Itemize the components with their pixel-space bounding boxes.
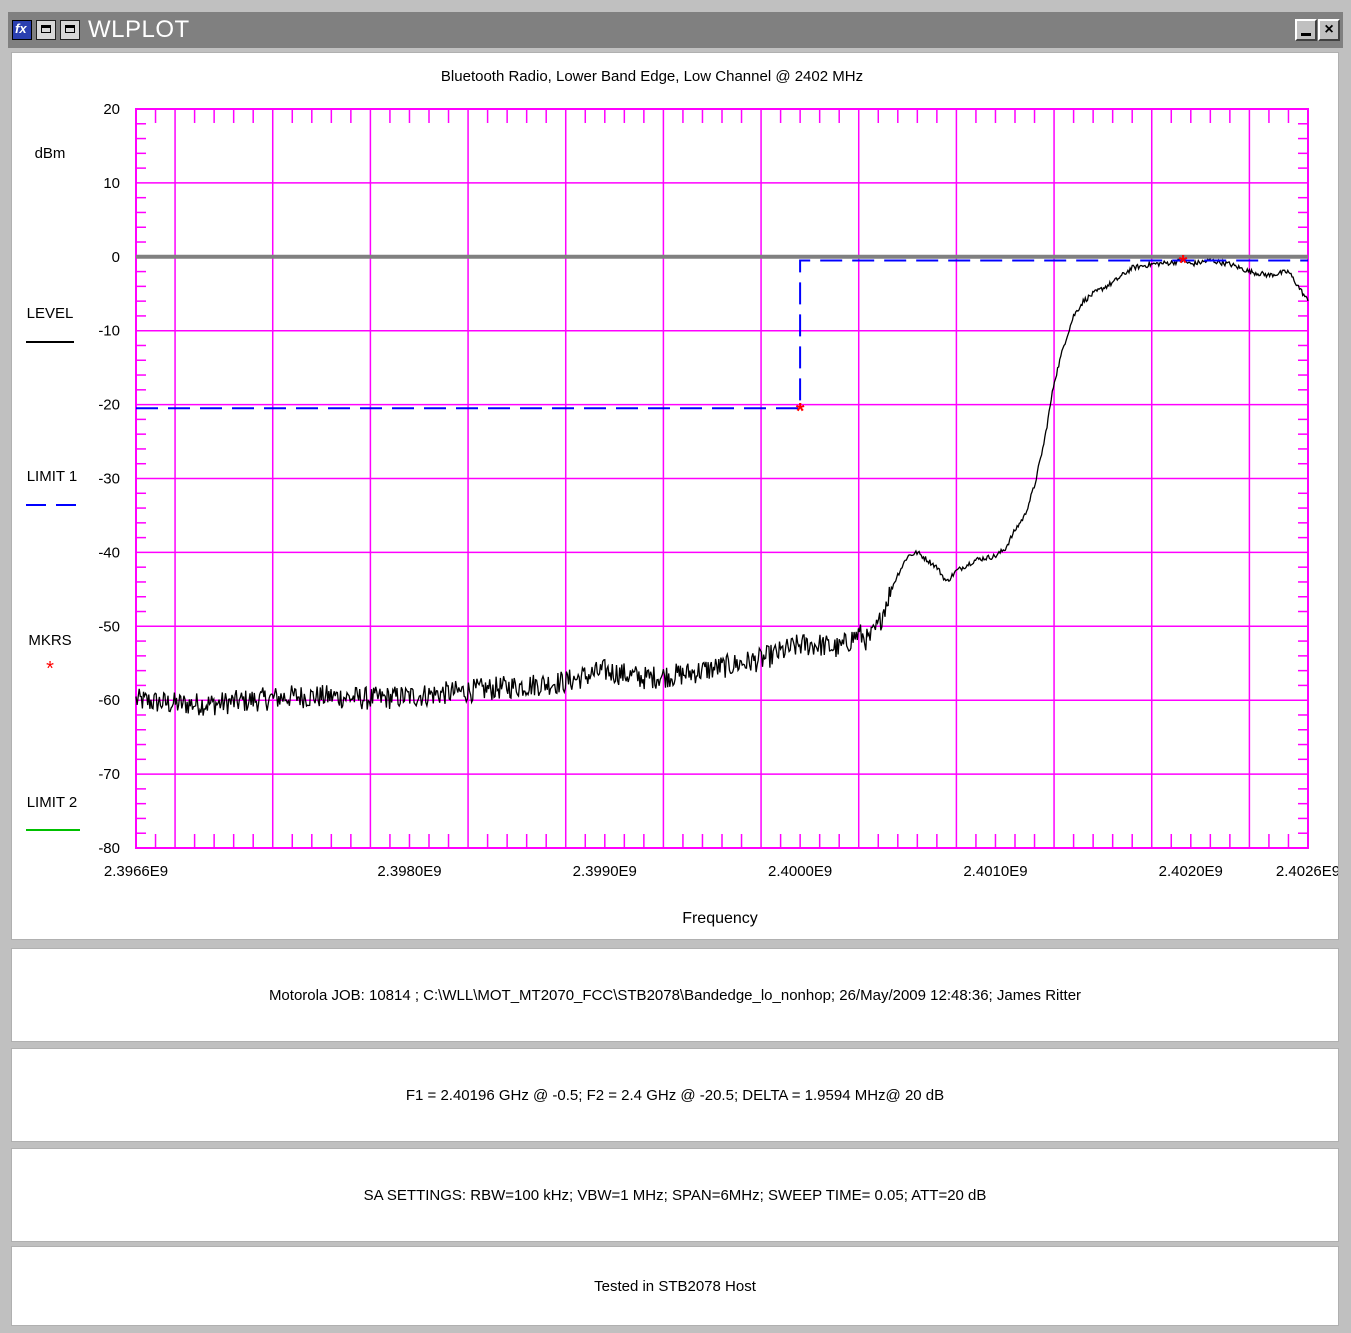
x-tick-label: 2.4026E9 — [1276, 863, 1338, 880]
plot-panel: Bluetooth Radio, Lower Band Edge, Low Ch… — [11, 52, 1340, 940]
y-tick-label: 0 — [112, 249, 120, 266]
series-level-line — [135, 257, 1309, 716]
x-tick-label: 2.4010E9 — [963, 863, 1027, 880]
y-axis-label: dBm — [35, 145, 66, 162]
marker-point: * — [1179, 250, 1188, 275]
x-tick-label: 2.4000E9 — [768, 863, 832, 880]
tested-info-text: Tested in STB2078 Host — [594, 1277, 756, 1295]
window-icon[interactable] — [36, 20, 56, 40]
legend-label-level: LEVEL — [27, 305, 74, 322]
x-axis-label: Frequency — [682, 910, 758, 927]
series-limit-1-line — [136, 259, 1308, 410]
x-tick-label: 2.3990E9 — [573, 863, 637, 880]
y-tick-label: -30 — [98, 471, 120, 488]
title-bar: WLPLOT × — [8, 12, 1343, 48]
fx-icon[interactable] — [12, 20, 32, 40]
chart-title: Bluetooth Radio, Lower Band Edge, Low Ch… — [441, 68, 863, 85]
window-restore-icon[interactable] — [60, 20, 80, 40]
y-tick-label: -70 — [98, 766, 120, 783]
x-tick-label: 2.4020E9 — [1159, 863, 1223, 880]
y-tick-label: -80 — [98, 840, 120, 857]
marker-info: F1 = 2.40196 GHz @ -0.5; F2 = 2.4 GHz @ … — [11, 1048, 1339, 1142]
x-tick-label: 2.3966E9 — [104, 863, 168, 880]
sa-settings-text: SA SETTINGS: RBW=100 kHz; VBW=1 MHz; SPA… — [363, 1186, 987, 1204]
y-tick-label: 20 — [103, 101, 120, 118]
y-tick-label: -50 — [98, 618, 120, 635]
tested-info: Tested in STB2078 Host — [11, 1246, 1339, 1326]
y-tick-label: 10 — [103, 175, 120, 192]
legend-label-mkrs: MKRS — [28, 632, 71, 649]
marker-point: * — [796, 398, 805, 423]
y-tick-label: -20 — [98, 397, 120, 414]
y-tick-label: -60 — [98, 692, 120, 709]
sa-settings: SA SETTINGS: RBW=100 kHz; VBW=1 MHz; SPA… — [11, 1148, 1339, 1242]
legend-swatch-mkrs: * — [46, 658, 54, 680]
legend: LEVEL LIMIT 1 MKRS * LIMIT 2 — [26, 305, 80, 831]
window-title: WLPLOT — [88, 16, 190, 43]
chart: Bluetooth Radio, Lower Band Edge, Low Ch… — [26, 68, 1340, 927]
legend-label-limit-1: LIMIT 1 — [27, 468, 78, 485]
y-tick-label: -40 — [98, 544, 120, 561]
y-tick-label: -10 — [98, 323, 120, 340]
job-info-text: Motorola JOB: 10814 ; C:\WLL\MOT_MT2070_… — [268, 986, 1082, 1004]
minimize-button[interactable] — [1295, 19, 1317, 41]
job-info: Motorola JOB: 10814 ; C:\WLL\MOT_MT2070_… — [11, 948, 1339, 1042]
marker-info-text: F1 = 2.40196 GHz @ -0.5; F2 = 2.4 GHz @ … — [405, 1086, 945, 1104]
legend-label-limit-2: LIMIT 2 — [27, 794, 78, 811]
close-button[interactable]: × — [1318, 19, 1340, 41]
x-tick-label: 2.3980E9 — [377, 863, 441, 880]
